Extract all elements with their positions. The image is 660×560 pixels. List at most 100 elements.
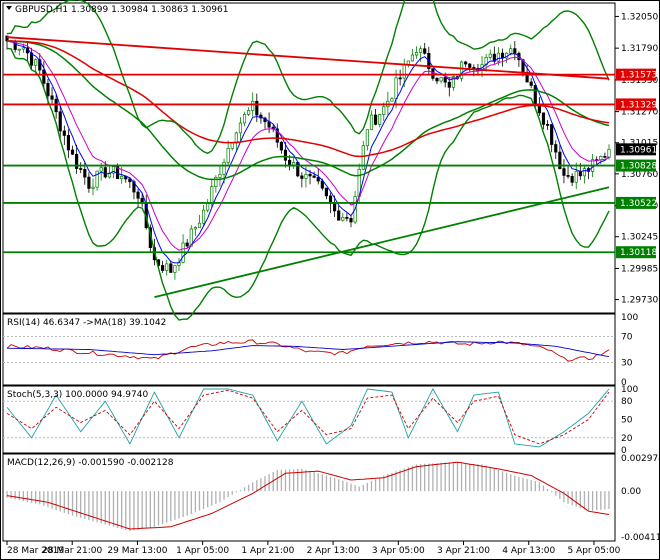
candle-body [324, 187, 329, 197]
candle-body [513, 48, 517, 54]
stoch-y-tick-label: 20 [621, 434, 633, 444]
candle-body [369, 114, 374, 131]
candle-body [79, 168, 83, 170]
level-price-label: 1.31329 [620, 100, 657, 110]
candle-body [75, 153, 79, 169]
candle-body [472, 67, 476, 69]
candle-body [95, 170, 99, 188]
candle-body [541, 112, 546, 125]
candle-body [111, 166, 116, 174]
candle-body [21, 47, 25, 50]
main-y-tick-label: 1.29730 [621, 296, 658, 306]
candle-body [550, 124, 554, 145]
candle-body [607, 148, 611, 158]
candle-body [558, 151, 562, 169]
main-y-tick-label: 1.31270 [621, 108, 658, 118]
rsi-y-tick-label: 30 [621, 359, 633, 369]
panel-frame-rsi [2, 313, 616, 386]
candle-body [62, 130, 66, 136]
trendline [154, 186, 610, 299]
candle-body [287, 159, 292, 166]
main-y-tick-label: 1.31530 [621, 76, 658, 86]
candle-body [132, 181, 136, 193]
candle-body [394, 77, 398, 100]
candle-body [91, 186, 95, 189]
candle-body [447, 81, 451, 88]
candle-body [603, 156, 607, 158]
candle-body [46, 82, 50, 97]
candle-body [42, 69, 46, 84]
candle-body [402, 64, 406, 79]
x-tick-label: 29 Mar 13:00 [107, 546, 167, 556]
candle-body [279, 141, 283, 151]
x-tick-label: 1 Apr 05:00 [176, 546, 229, 556]
candle-body [251, 100, 255, 111]
ma-green-line [7, 40, 610, 181]
candle-body [439, 77, 443, 82]
level-price-label: 1.30118 [620, 248, 657, 258]
candle-body [451, 76, 455, 88]
candle-body [488, 53, 492, 58]
candle-body [169, 263, 173, 273]
candle-body [99, 167, 103, 172]
current-price-label: 1.30961 [620, 145, 657, 155]
candle-body [459, 61, 464, 79]
candle-body [500, 52, 505, 59]
level-price-label: 1.30522 [620, 199, 657, 209]
main-y-tick-label: 1.31790 [621, 44, 658, 54]
main-y-tick-label: 1.29985 [621, 264, 658, 274]
candle-body [54, 98, 58, 113]
candle-body [390, 98, 394, 102]
candle-body [201, 209, 206, 224]
macd-signal-line [6, 461, 610, 530]
candle-body [333, 203, 337, 212]
candle-body [443, 77, 447, 83]
band-upper-line [6, 0, 610, 155]
candle-body [29, 52, 34, 66]
level-price-tag [616, 159, 656, 172]
collapse-triangle-icon [6, 6, 12, 10]
candle-body [406, 60, 410, 65]
candle-body [373, 114, 378, 125]
panel-frame-main [2, 2, 616, 314]
level-price-tag [616, 196, 656, 209]
candle-body [103, 167, 107, 178]
candle-body [136, 191, 140, 199]
x-tick-label: 3 Apr 21:00 [437, 546, 490, 556]
candle-body [574, 170, 578, 183]
candle-body [345, 216, 349, 219]
candle-body [320, 180, 324, 189]
macd-title: MACD(12,26,9) -0.001590 -0.002128 [7, 458, 174, 468]
candle-body [599, 156, 603, 161]
rsi-ma-line [6, 341, 610, 358]
main-header-label: GBPUSD,H1 1.30899 1.30984 1.30863 1.3096… [15, 5, 228, 15]
candle-body [83, 168, 87, 178]
x-tick-label: 28 Mar 2019 [7, 546, 64, 556]
x-tick-label: 5 Apr 05:00 [567, 546, 620, 556]
candle-body [165, 263, 169, 271]
candle-body [337, 210, 341, 221]
stoch-signal-line [6, 389, 610, 445]
ma-fast-line [6, 40, 610, 264]
candle-body [414, 52, 419, 56]
stoch-y-tick-label: 100 [621, 385, 638, 395]
candle-body [435, 77, 439, 82]
candle-body [38, 59, 42, 71]
candle-body [545, 124, 550, 126]
x-tick-label: 1 Apr 21:00 [241, 546, 294, 556]
main-y-tick-label: 1.30760 [621, 170, 658, 180]
candle-body [210, 186, 214, 203]
candle-body [238, 122, 243, 134]
candle-body [582, 168, 587, 177]
candle-body [419, 48, 423, 53]
candle-body [283, 149, 288, 161]
candle-body [468, 63, 472, 68]
candle-body [189, 228, 193, 247]
candle-body [197, 222, 202, 228]
candle-body [312, 175, 316, 178]
candle-body [304, 173, 308, 179]
candle-body [423, 48, 427, 54]
candle-body [173, 265, 177, 273]
candle-body [496, 52, 501, 62]
